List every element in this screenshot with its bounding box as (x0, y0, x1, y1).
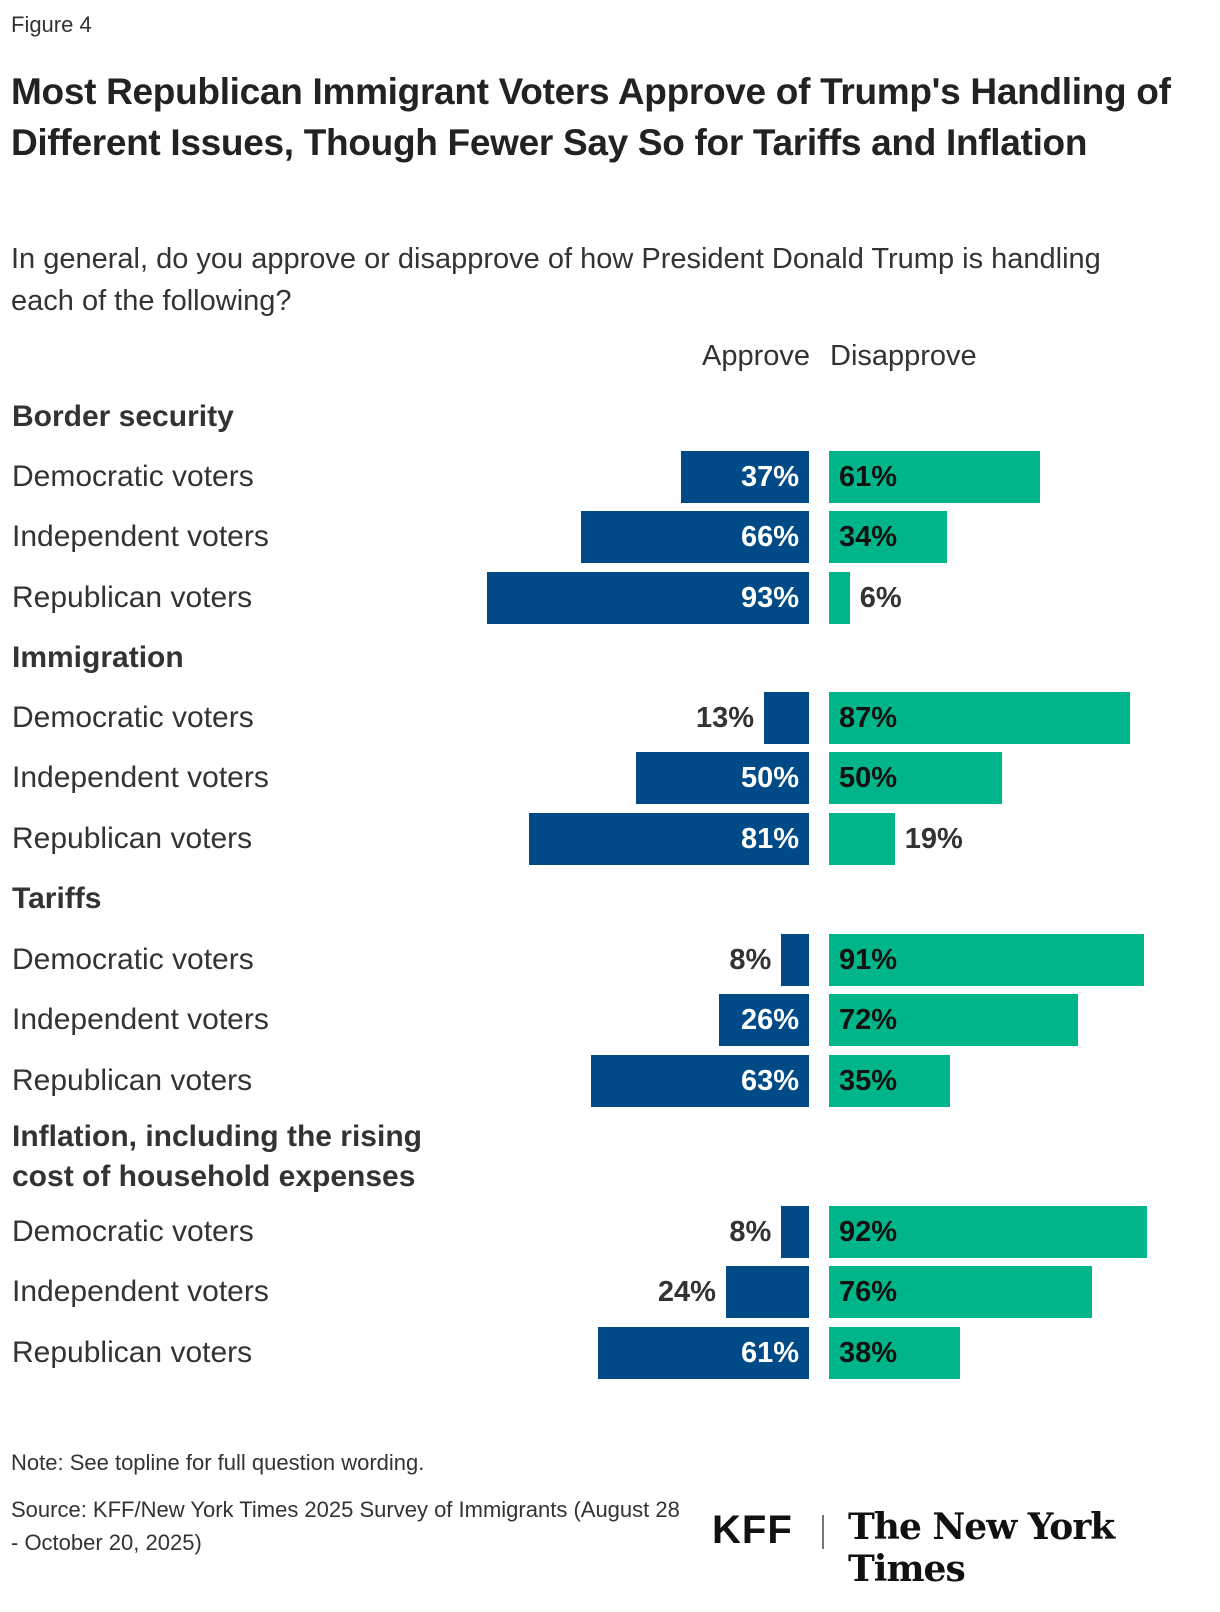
disapprove-bar (829, 934, 1144, 986)
approve-value: 37% (740, 461, 799, 493)
source: Source: KFF/New York Times 2025 Survey o… (11, 1497, 680, 1555)
approve-value: 13% (695, 702, 755, 734)
figure-label: Figure 4 (11, 12, 92, 37)
disapprove-bar (829, 752, 1002, 805)
disapprove-bar (829, 1326, 961, 1379)
approve-value: 24% (657, 1276, 716, 1309)
approve-value: 61% (740, 1336, 799, 1369)
approve-bar (636, 752, 809, 805)
logo-divider (822, 1515, 824, 1549)
disapprove-bar (829, 1054, 951, 1107)
disapprove-value: 92% (839, 1216, 898, 1248)
approve-bar (680, 451, 809, 503)
row-label: Democratic voters (12, 460, 254, 493)
disapprove-value: 91% (839, 944, 898, 976)
disapprove-value: 19% (904, 822, 963, 855)
group-heading: Tariffs (12, 882, 102, 915)
disapprove-value: 34% (839, 521, 898, 554)
approve-value: 8% (729, 944, 772, 976)
approve-bar (580, 511, 809, 564)
disapprove-bar (829, 692, 1131, 744)
disapprove-bar (829, 1206, 1148, 1258)
approve-value: 50% (740, 762, 799, 795)
approve-value: 63% (740, 1064, 799, 1097)
approve-bar (487, 571, 809, 624)
row-label: Republican voters (12, 821, 253, 855)
row-label: Democratic voters (12, 943, 254, 976)
approve-bar (591, 1054, 809, 1107)
disapprove-bar (829, 812, 895, 865)
group-heading: Immigration (12, 641, 184, 674)
row-label: Independent voters (12, 1275, 269, 1309)
disapprove-bar (829, 451, 1041, 503)
disapprove-bar (829, 571, 850, 624)
disapprove-value: 87% (839, 702, 898, 734)
approve-bar (725, 1266, 809, 1319)
disapprove-value: 76% (839, 1276, 898, 1309)
disapprove-bar (829, 511, 947, 564)
approve-bar (597, 1326, 809, 1379)
chart-subtitle: In general, do you approve or disapprove… (11, 243, 1101, 317)
row-label: Republican voters (12, 580, 253, 614)
note: Note: See topline for full question word… (11, 1450, 425, 1475)
row-label: Republican voters (12, 1063, 253, 1097)
approve-value: 66% (740, 521, 799, 554)
row-label: Democratic voters (12, 701, 254, 734)
chart-title: Most Republican Immigrant Voters Approve… (11, 71, 1171, 163)
disapprove-value: 6% (859, 581, 902, 614)
disapprove-value: 72% (839, 1004, 898, 1037)
row-label: Independent voters (12, 1003, 269, 1037)
row-label: Democratic voters (12, 1215, 254, 1248)
approve-value: 81% (740, 822, 799, 855)
disapprove-value: 38% (839, 1336, 898, 1369)
row-label: Independent voters (12, 761, 269, 795)
group-heading: Border security (12, 400, 234, 433)
approve-bar (719, 994, 809, 1047)
disapprove-bar (829, 994, 1079, 1047)
approve-bar (764, 692, 809, 744)
group-heading: Inflation, including the rising cost of … (12, 1120, 422, 1193)
nyt-logo: The New York Times (848, 1506, 1115, 1590)
row-label: Independent voters (12, 520, 269, 554)
disapprove-value: 61% (839, 461, 898, 493)
approve-bar (528, 812, 809, 865)
approve-bar (781, 1206, 809, 1258)
disapprove-bar (829, 1266, 1092, 1319)
legend-disapprove: Disapprove (830, 340, 977, 372)
row-label: Republican voters (12, 1335, 253, 1369)
approve-value: 8% (729, 1216, 772, 1248)
disapprove-value: 50% (839, 762, 898, 795)
approve-value: 26% (740, 1004, 799, 1037)
kff-logo: KFF (712, 1508, 793, 1552)
approve-value: 93% (740, 581, 799, 614)
disapprove-value: 35% (839, 1064, 898, 1097)
legend-approve: Approve (701, 340, 810, 372)
approve-bar (781, 934, 809, 986)
